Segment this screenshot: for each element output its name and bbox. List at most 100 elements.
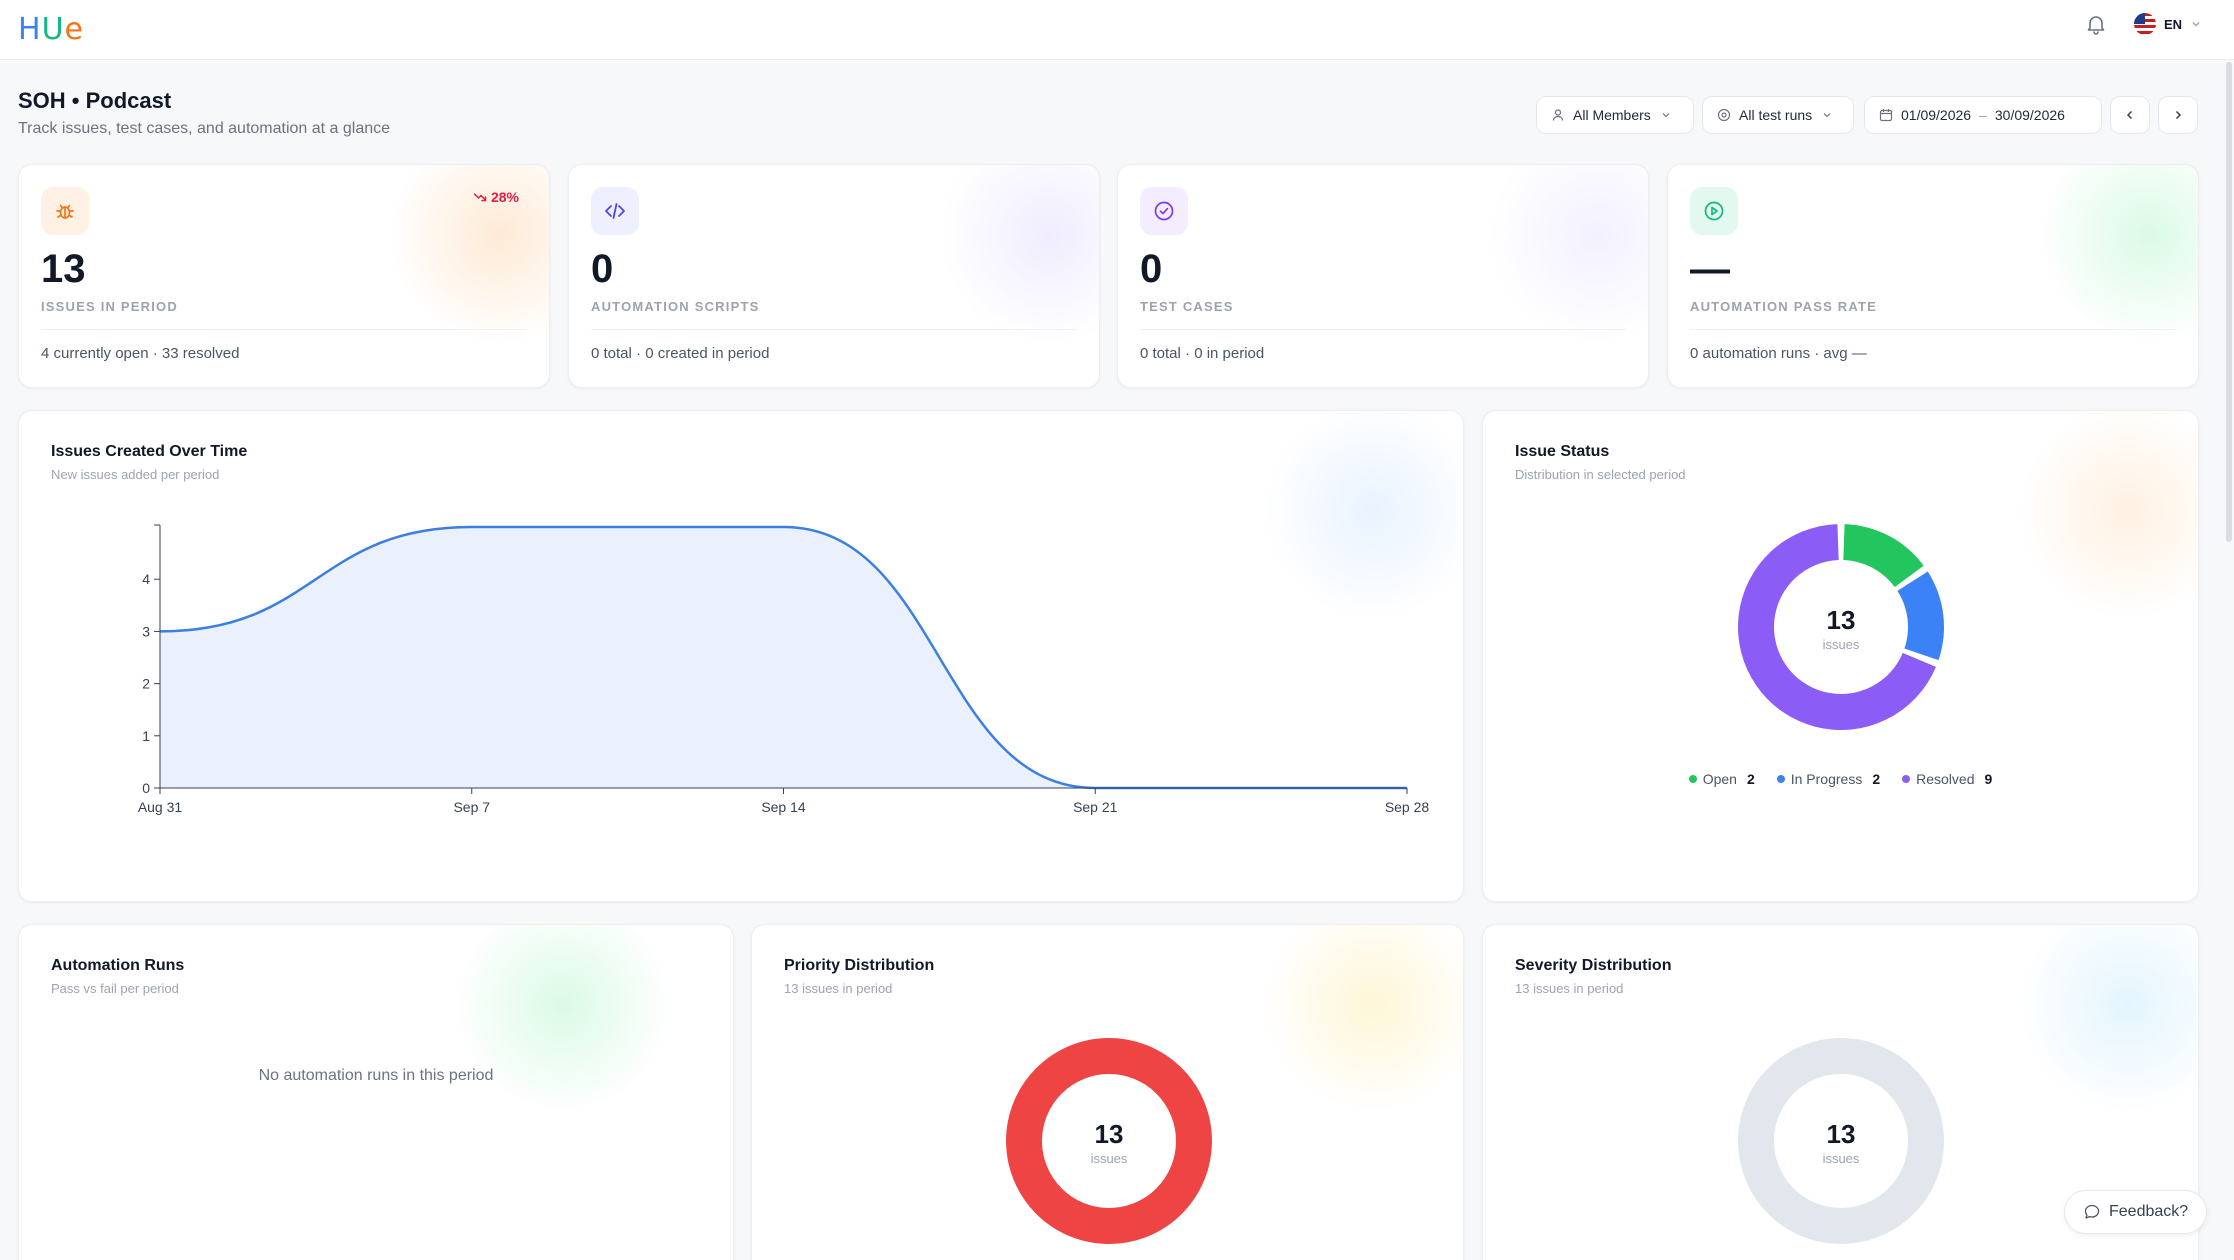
trend-down-icon <box>473 193 487 202</box>
legend-count: 2 <box>1872 771 1881 787</box>
legend-label: Resolved <box>1916 771 1975 787</box>
language-selector[interactable]: EN <box>2134 12 2202 36</box>
stat-footer: 0 automation runs · avg — <box>1690 345 1867 362</box>
x-tick-label: Sep 28 <box>1385 799 1430 815</box>
chevron-down-icon <box>1823 113 1831 118</box>
donut-center-unit: issues <box>1823 1151 1860 1166</box>
stat-value: 0 <box>591 247 614 291</box>
x-tick-label: Sep 7 <box>453 799 490 815</box>
calendar-icon <box>1879 109 1893 122</box>
donut-center-unit: issues <box>1823 637 1860 652</box>
target-icon <box>1717 108 1731 122</box>
card-glow <box>389 165 549 345</box>
test-runs-filter-label: All test runs <box>1739 107 1813 123</box>
legend-item-open[interactable]: Open 2 <box>1688 771 1755 787</box>
y-tick-label: 2 <box>142 676 150 692</box>
stat-card-automation-scripts[interactable]: 0 AUTOMATION SCRIPTS 0 total · 0 created… <box>568 164 1100 388</box>
stat-icon-wrap <box>1140 187 1188 235</box>
date-range-picker[interactable]: 01/09/2026 – 30/09/2026 <box>1864 96 2102 134</box>
date-from[interactable]: 01/09/2026 <box>1901 107 1972 123</box>
page-scrollbar[interactable] <box>2226 62 2232 542</box>
feedback-label: Feedback? <box>2109 1203 2189 1220</box>
stat-label: AUTOMATION PASS RATE <box>1690 299 1877 314</box>
notifications-bell-icon[interactable] <box>2084 12 2108 36</box>
donut-center-value: 13 <box>1827 605 1856 635</box>
chevron-down-icon <box>2192 22 2200 27</box>
legend-count: 2 <box>1746 771 1755 787</box>
stat-icon-wrap <box>591 187 639 235</box>
card-glow <box>1263 411 1463 621</box>
card-subtitle: Distribution in selected period <box>1515 467 1686 482</box>
card-glow <box>1263 925 1463 1115</box>
stat-label: AUTOMATION SCRIPTS <box>591 299 760 314</box>
next-period-button[interactable] <box>2158 96 2198 134</box>
play-circle-icon <box>1704 201 1724 221</box>
donut-slice[interactable] <box>1738 1038 1944 1244</box>
y-tick-label: 1 <box>142 728 150 744</box>
divider <box>41 329 527 330</box>
legend-dot <box>1688 775 1697 783</box>
card-subtitle: New issues added per period <box>51 467 220 482</box>
divider <box>1690 329 2176 330</box>
donut-slice[interactable] <box>1006 1038 1212 1244</box>
card-glow <box>1488 165 1648 345</box>
stat-card-test-cases[interactable]: 0 TEST CASES 0 total · 0 in period <box>1117 164 1649 388</box>
legend-label: Open <box>1702 771 1737 787</box>
issue-status-card: Issue Status Distribution in selected pe… <box>1482 410 2199 902</box>
members-filter-label: All Members <box>1573 107 1651 123</box>
members-filter[interactable]: All Members <box>1536 96 1694 134</box>
card-title: Priority Distribution <box>784 957 935 974</box>
chevron-right-icon <box>2175 110 2182 120</box>
legend-count: 9 <box>1984 771 1993 787</box>
donut-center-unit: issues <box>1091 1151 1128 1166</box>
severity-donut: 13 issues <box>1738 1038 1944 1244</box>
legend-item-in-progress[interactable]: In Progress 2 <box>1776 771 1881 787</box>
card-glow <box>2018 411 2198 621</box>
donut-slice-in-progress[interactable] <box>1897 571 1944 661</box>
legend-item-resolved[interactable]: Resolved 9 <box>1902 771 1992 787</box>
issue-status-donut: 13 issues <box>1738 524 1944 730</box>
card-title: Issue Status <box>1515 443 1610 460</box>
trend-badge: 28% <box>473 189 519 205</box>
area-fill <box>160 527 1407 788</box>
stat-value: 0 <box>1140 247 1163 291</box>
feedback-button[interactable]: Feedback? <box>2064 1190 2208 1234</box>
card-glow <box>939 165 1099 345</box>
stat-icon-wrap <box>41 187 89 235</box>
card-subtitle: 13 issues in period <box>784 981 893 996</box>
app-logo[interactable]: HUe <box>18 12 84 47</box>
card-title: Severity Distribution <box>1515 957 1672 974</box>
stat-card-issues[interactable]: 28% 13 ISSUES IN PERIOD 4 currently open… <box>18 164 550 388</box>
card-title: Issues Created Over Time <box>51 443 248 460</box>
chevron-down-icon <box>1662 113 1670 118</box>
x-tick-label: Sep 21 <box>1073 799 1118 815</box>
previous-period-button[interactable] <box>2110 96 2150 134</box>
issues-line-chart: 0 1 2 3 4 Aug 31 Sep 7 Sep 14 Sep 21 Sep 28 <box>138 524 1430 815</box>
card-title: Automation Runs <box>51 957 185 974</box>
page-subtitle: Track issues, test cases, and automation… <box>18 120 391 137</box>
chevron-left-icon <box>2126 110 2133 120</box>
y-tick-label: 0 <box>142 780 150 796</box>
stat-card-pass-rate[interactable]: — AUTOMATION PASS RATE 0 automation runs… <box>1667 164 2199 388</box>
x-tick-label: Aug 31 <box>138 799 183 815</box>
page-title: SOH • Podcast <box>18 88 172 113</box>
stat-footer: 4 currently open · 33 resolved <box>41 345 240 362</box>
chart-axes: 0 1 2 3 4 Aug 31 Sep 7 Sep 14 Sep 21 Sep 28 <box>138 524 1430 815</box>
issues-over-time-card: Issues Created Over Time New issues adde… <box>18 410 1464 902</box>
card-glow <box>453 925 673 1115</box>
us-flag-icon <box>2134 13 2156 35</box>
automation-runs-card: Automation Runs Pass vs fail per period … <box>18 924 734 1260</box>
test-runs-filter[interactable]: All test runs <box>1702 96 1854 134</box>
date-to[interactable]: 30/09/2026 <box>1994 107 2065 123</box>
priority-donut: 13 issues <box>1006 1038 1212 1244</box>
stat-label: ISSUES IN PERIOD <box>41 299 178 314</box>
divider <box>591 329 1077 330</box>
stat-icon-wrap <box>1690 187 1738 235</box>
donut-slice-open[interactable] <box>1843 524 1924 588</box>
divider <box>1140 329 1626 330</box>
stat-footer: 0 total · 0 in period <box>1140 345 1265 362</box>
date-separator: – <box>1979 107 1987 123</box>
donut-slice-resolved[interactable] <box>1738 524 1936 730</box>
donut-center-value: 13 <box>1095 1119 1124 1149</box>
trend-value: 28% <box>490 189 519 205</box>
